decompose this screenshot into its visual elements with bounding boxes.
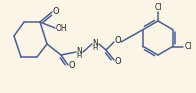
Text: OH: OH <box>56 24 67 32</box>
Text: H: H <box>77 53 82 59</box>
Text: O: O <box>115 57 121 65</box>
Text: N: N <box>93 39 98 48</box>
Text: Cl: Cl <box>185 42 192 51</box>
Text: O: O <box>115 36 121 44</box>
Text: Cl: Cl <box>154 3 162 12</box>
Text: O: O <box>53 7 59 16</box>
Text: N: N <box>77 46 82 56</box>
Text: O: O <box>69 61 75 70</box>
Text: H: H <box>93 45 98 51</box>
